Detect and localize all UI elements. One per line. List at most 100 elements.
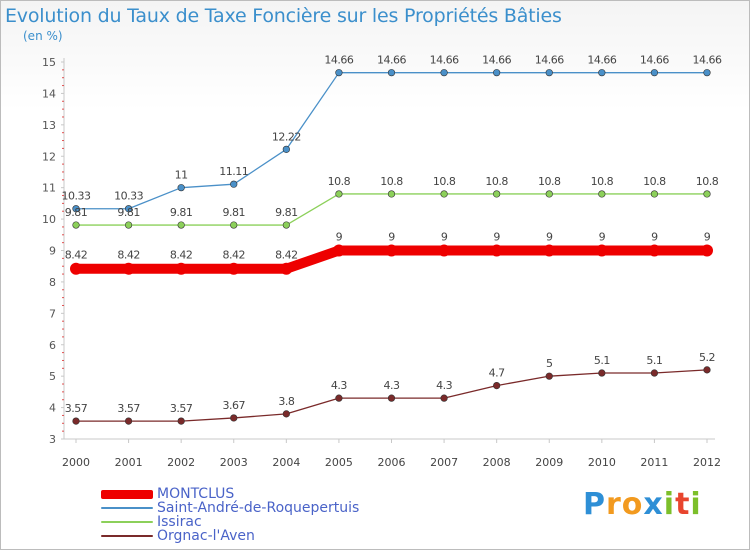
- data-label: 10.8: [643, 175, 666, 188]
- data-label: 14.66: [587, 54, 616, 67]
- data-label: 3.57: [117, 402, 140, 415]
- data-label: 3.8: [278, 395, 294, 408]
- x-tick-label: 2004: [272, 456, 300, 469]
- data-point: [335, 190, 343, 198]
- x-tick-label: 2001: [115, 456, 143, 469]
- data-point: [175, 262, 188, 275]
- data-label: 9: [388, 231, 395, 244]
- x-tick-label: 2011: [640, 456, 668, 469]
- x-tick-label: 2012: [693, 456, 721, 469]
- legend-item-issirac: Issirac: [101, 514, 202, 530]
- data-point: [703, 69, 711, 77]
- y-tick-label: 6: [49, 339, 56, 352]
- logo-letter: t: [675, 487, 691, 522]
- data-point: [227, 262, 240, 275]
- data-point: [493, 190, 501, 198]
- data-point: [703, 366, 711, 374]
- data-label: 3.57: [65, 402, 88, 415]
- data-label: 14.66: [430, 54, 459, 67]
- data-point: [177, 184, 185, 192]
- data-label: 8.42: [223, 249, 246, 262]
- data-point: [230, 180, 238, 188]
- data-point: [177, 417, 185, 425]
- data-label: 8.42: [275, 249, 298, 262]
- data-point: [598, 69, 606, 77]
- data-label: 4.3: [436, 379, 452, 392]
- data-point: [230, 221, 238, 229]
- data-label: 9: [441, 231, 448, 244]
- data-label: 9.81: [65, 206, 88, 219]
- data-point: [282, 410, 290, 418]
- data-point: [648, 244, 661, 257]
- y-tick-label: 12: [42, 150, 56, 163]
- x-tick-label: 2005: [325, 456, 353, 469]
- data-label: 4.3: [331, 379, 347, 392]
- data-label: 10.8: [591, 175, 614, 188]
- x-tick-label: 2008: [483, 456, 511, 469]
- data-label: 5.1: [646, 354, 662, 367]
- data-point: [490, 244, 503, 257]
- data-point: [335, 394, 343, 402]
- data-label: 9: [546, 231, 553, 244]
- data-label: 3.57: [170, 402, 193, 415]
- legend-label: Orgnac-l'Aven: [157, 528, 255, 544]
- data-label: 4.3: [384, 379, 400, 392]
- data-point: [282, 145, 290, 153]
- data-point: [387, 394, 396, 402]
- x-tick-label: 2003: [220, 456, 248, 469]
- data-point: [387, 190, 396, 198]
- data-point: [545, 190, 553, 198]
- data-point: [701, 244, 713, 257]
- data-point: [230, 414, 238, 422]
- data-label: 5: [546, 357, 553, 370]
- data-label: 8.42: [65, 249, 88, 262]
- chart-subtitle: (en %): [23, 29, 63, 43]
- legend-item-saint-andre: Saint-André-de-Roquepertuis: [101, 500, 359, 516]
- x-tick-label: 2002: [167, 456, 195, 469]
- legend-label: Saint-André-de-Roquepertuis: [157, 500, 360, 516]
- data-label: 9: [599, 231, 606, 244]
- data-label: 10.8: [696, 175, 719, 188]
- data-label: 10.33: [62, 190, 91, 203]
- data-point: [282, 221, 290, 229]
- y-tick-label: 5: [49, 370, 56, 383]
- y-tick-label: 3: [49, 433, 56, 446]
- logo-letter: P: [583, 487, 606, 522]
- data-label: 5.2: [699, 351, 715, 364]
- data-label: 10.8: [538, 175, 561, 188]
- legend-label: Issirac: [157, 514, 202, 530]
- logo-letter: i: [663, 487, 676, 522]
- series-line: [76, 72, 707, 210]
- x-tick-label: 2000: [62, 456, 90, 469]
- data-point: [598, 190, 606, 198]
- data-label: 8.42: [117, 249, 140, 262]
- x-tick-label: 2006: [378, 456, 406, 469]
- data-point: [280, 262, 293, 275]
- data-label: 9.81: [223, 206, 246, 219]
- data-point: [72, 205, 80, 213]
- data-label: 14.66: [693, 54, 722, 67]
- y-tick-label: 4: [49, 402, 56, 415]
- data-label: 9: [651, 231, 658, 244]
- data-label: 3.67: [223, 399, 246, 412]
- data-point: [545, 69, 553, 77]
- data-point: [72, 221, 80, 229]
- data-label: 10.33: [114, 190, 143, 203]
- data-point: [650, 190, 659, 198]
- data-point: [177, 221, 185, 229]
- data-point: [70, 262, 82, 275]
- logo-letter: i: [690, 487, 702, 522]
- data-point: [72, 417, 80, 425]
- y-tick-label: 14: [42, 87, 56, 100]
- data-label: 10.8: [380, 175, 403, 188]
- data-label: 14.66: [377, 54, 406, 67]
- x-tick-label: 2010: [588, 456, 616, 469]
- y-tick-label: 9: [49, 245, 56, 258]
- x-tick-label: 2007: [430, 456, 458, 469]
- proxiti-logo: Proxiti: [583, 487, 702, 522]
- data-label: 14.66: [482, 54, 511, 67]
- data-point: [703, 190, 711, 198]
- data-label: 8.42: [170, 249, 193, 262]
- data-label: 4.7: [489, 367, 505, 380]
